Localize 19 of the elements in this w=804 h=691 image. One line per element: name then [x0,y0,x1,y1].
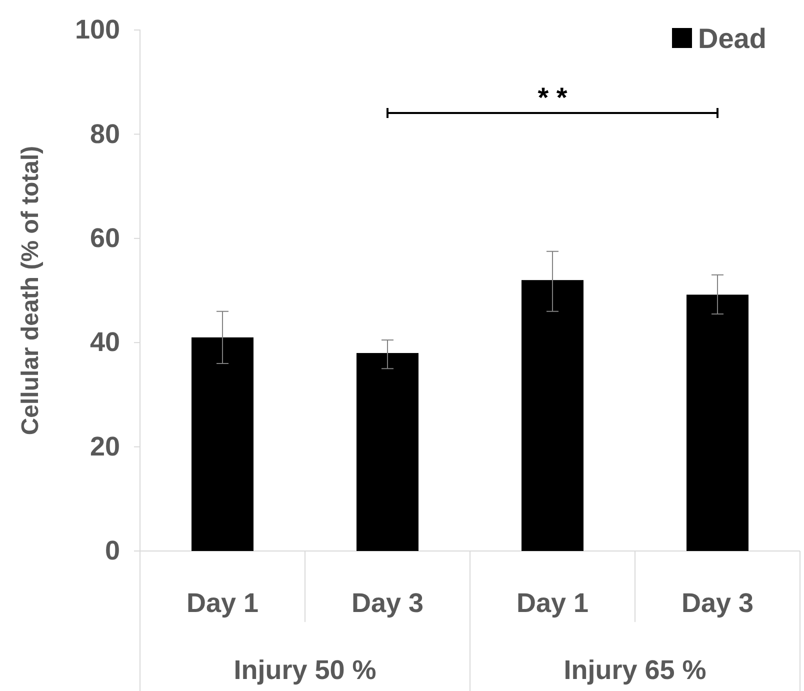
bar [192,337,254,551]
text: Injury 50 % [234,655,376,685]
text: Injury 65 % [564,655,706,685]
y-tick-label: 80 [90,118,120,149]
x-tick-label: Day 3 [681,588,754,618]
x-tick-label: Day 1 [516,588,589,618]
bar [522,280,584,551]
bar [356,353,418,551]
y-tick-label: 100 [74,14,120,45]
y-axis-title: Cellular death (% of total) [17,146,44,436]
x-tick-label: Day 3 [351,588,424,618]
y-tick-label: 40 [90,327,120,358]
y-tick-label: 0 [104,536,120,566]
annotation: * * [538,82,568,113]
y-tick-label: 20 [90,431,120,462]
x-tick-label: Day 1 [186,588,259,618]
legend-label: Dead [698,23,766,54]
bar [686,294,748,551]
y-tick-label: 60 [90,223,120,254]
